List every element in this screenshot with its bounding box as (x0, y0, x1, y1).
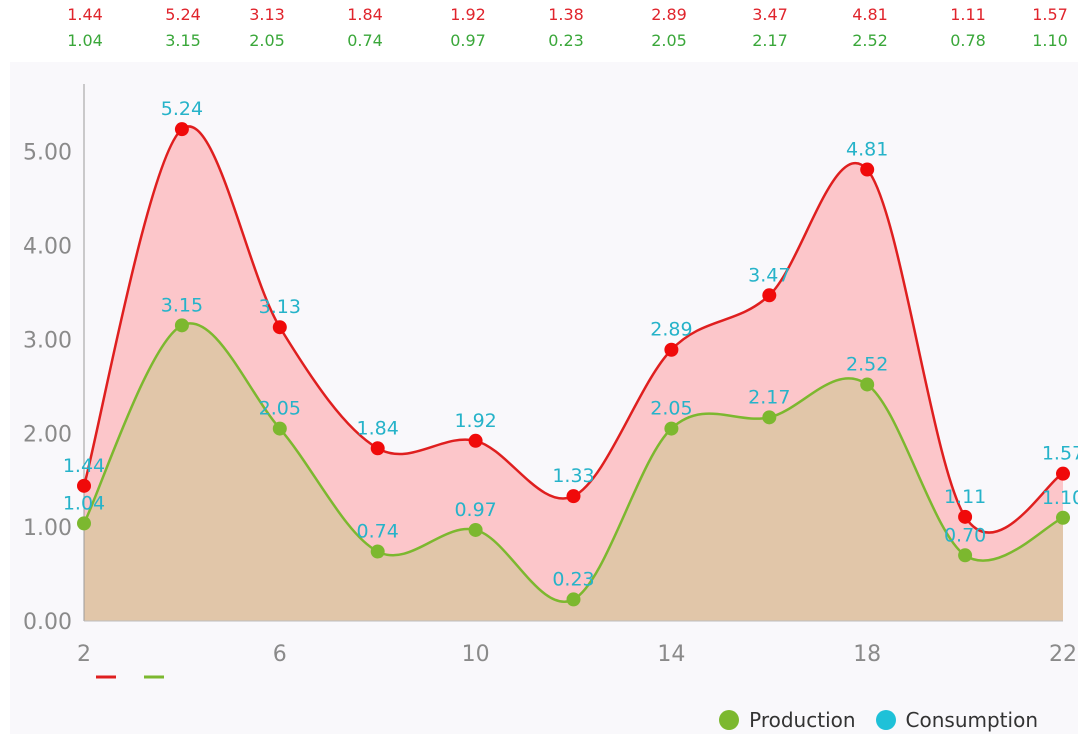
legend-production-dot (719, 710, 740, 730)
top-consumption-value: 0.78 (950, 31, 986, 50)
chart-panel: 0.00 1.00 2.00 3.00 4.00 5.00 2 6 10 14 18 22 1.44 5.… (10, 62, 1078, 734)
top-consumption-value: 2.05 (651, 31, 687, 50)
consumption-point (174, 318, 189, 333)
x-tick-label: 10 (462, 642, 490, 667)
top-consumption-value: 2.05 (249, 31, 285, 50)
x-tick-label: 18 (853, 642, 881, 667)
production-point (762, 288, 777, 303)
production-point (174, 122, 189, 137)
y-tick-label: 0.00 (23, 610, 72, 635)
production-data-label: 2.89 (650, 319, 692, 341)
consumption-data-label: 0.97 (454, 499, 496, 521)
production-point (77, 478, 91, 493)
legend: Production Consumption (709, 706, 1038, 734)
consumption-point (77, 516, 91, 531)
area-chart: 0.00 1.00 2.00 3.00 4.00 5.00 2 6 10 14 18 22 1.44 5.… (23, 84, 1078, 679)
top-production-value: 3.47 (752, 5, 788, 24)
legend-item-production[interactable]: Production (719, 708, 856, 732)
production-data-label: 3.47 (748, 264, 790, 286)
consumption-point (1056, 510, 1070, 525)
production-point (664, 342, 679, 357)
top-consumption-value: 1.04 (67, 31, 103, 50)
y-tick-label: 2.00 (23, 422, 72, 447)
top-production-value: 1.57 (1032, 5, 1068, 24)
x-tick-label: 6 (273, 642, 287, 667)
legend-item-consumption[interactable]: Consumption (875, 708, 1038, 732)
consumption-data-label: 0.70 (944, 524, 986, 546)
consumption-point (958, 548, 973, 563)
production-data-label: 1.92 (454, 410, 496, 432)
production-point (958, 509, 973, 524)
production-point (370, 441, 385, 456)
top-consumption-value: 0.97 (450, 31, 486, 50)
consumption-point (272, 421, 287, 436)
production-point (1056, 466, 1070, 481)
production-data-label: 1.11 (944, 486, 986, 508)
top-production-value: 1.44 (67, 5, 103, 24)
top-production-value: 2.89 (651, 5, 687, 24)
top-production-value: 4.81 (852, 5, 888, 24)
consumption-point (860, 377, 875, 392)
y-tick-label: 1.00 (23, 516, 72, 541)
top-consumption-value: 3.15 (165, 31, 201, 50)
consumption-area (84, 323, 1063, 621)
top-production-value: 1.38 (548, 5, 584, 24)
top-consumption-value: 2.17 (752, 31, 788, 50)
top-consumption-value: 2.52 (852, 31, 888, 50)
production-data-label: 3.13 (259, 296, 301, 318)
y-tick-label: 4.00 (23, 235, 72, 260)
production-data-label: 1.84 (357, 417, 399, 439)
top-production-value: 5.24 (165, 5, 201, 24)
legend-consumption-dot (875, 710, 896, 730)
consumption-point (762, 410, 777, 425)
production-point (860, 162, 875, 177)
top-consumption-value: 1.10 (1032, 31, 1068, 50)
consumption-data-label: 0.74 (357, 521, 399, 543)
production-point (272, 320, 287, 335)
consumption-point (664, 421, 679, 436)
top-consumption-value: 0.74 (347, 31, 383, 50)
x-tick-label: 2 (77, 642, 91, 667)
production-data-label: 1.57 (1042, 443, 1078, 465)
production-data-label: 5.24 (161, 98, 203, 120)
consumption-point (468, 522, 483, 537)
production-data-label: 1.33 (552, 465, 594, 487)
consumption-data-label: 2.17 (748, 386, 790, 408)
top-production-value: 1.92 (450, 5, 486, 24)
top-production-value: 1.84 (347, 5, 383, 24)
x-tick-label: 22 (1049, 642, 1077, 667)
consumption-data-label: 1.10 (1042, 487, 1078, 509)
consumption-data-label: 2.52 (846, 353, 888, 375)
consumption-data-label: 0.23 (552, 568, 594, 590)
consumption-data-label: 2.05 (259, 398, 301, 420)
legend-consumption-label: Consumption (905, 708, 1038, 732)
consumption-data-label: 3.15 (161, 294, 203, 316)
consumption-point (566, 592, 581, 607)
top-values-strip: 1.44 5.24 3.13 1.84 1.92 1.38 2.89 3.47 4.81 1.11… (0, 0, 1078, 62)
y-tick-label: 3.00 (23, 328, 72, 353)
production-point (468, 433, 483, 448)
top-production-value: 1.11 (950, 5, 986, 24)
consumption-data-label: 1.04 (63, 492, 105, 514)
production-point (566, 489, 581, 504)
top-consumption-value: 0.23 (548, 31, 584, 50)
legend-production-label: Production (749, 708, 856, 732)
production-data-label: 4.81 (846, 139, 888, 161)
x-tick-label: 14 (657, 642, 685, 667)
y-tick-label: 5.00 (23, 141, 72, 166)
production-data-label: 1.44 (63, 455, 105, 477)
consumption-data-label: 2.05 (650, 398, 692, 420)
top-production-value: 3.13 (249, 5, 285, 24)
consumption-point (370, 544, 385, 559)
